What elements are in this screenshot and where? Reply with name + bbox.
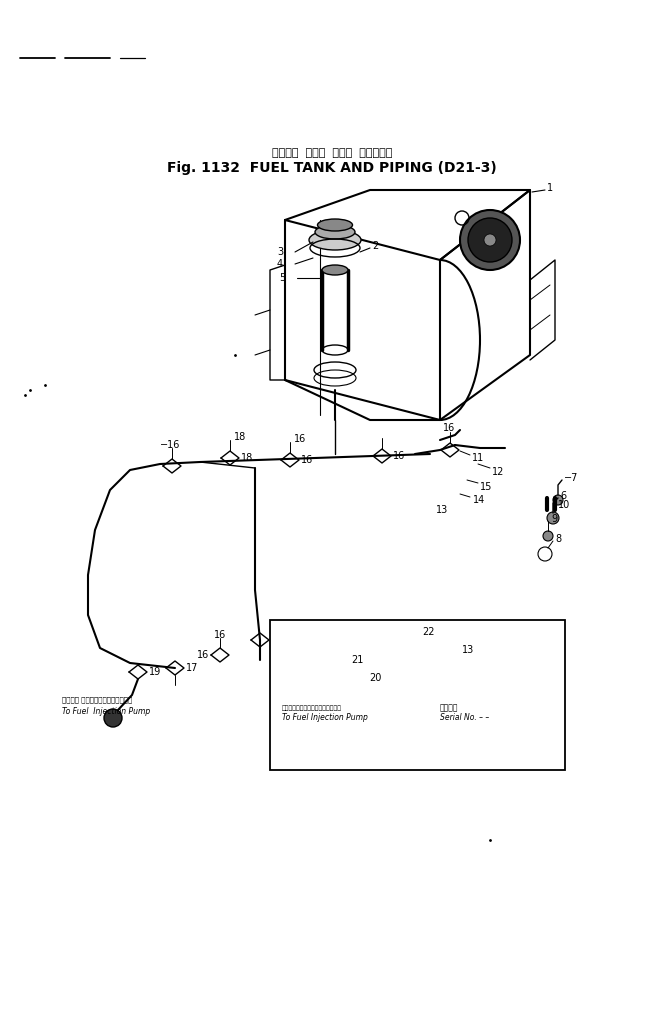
Text: 13: 13 <box>462 645 474 655</box>
Circle shape <box>104 709 122 727</box>
Text: 通用分類: 通用分類 <box>440 704 458 713</box>
Text: 21: 21 <box>351 655 363 665</box>
Text: Fig. 1132  FUEL TANK AND PIPING (D21-3): Fig. 1132 FUEL TANK AND PIPING (D21-3) <box>167 161 497 175</box>
Text: 10: 10 <box>558 500 571 510</box>
Text: 5: 5 <box>279 273 285 283</box>
Text: 9: 9 <box>551 514 557 524</box>
Text: 15: 15 <box>480 482 492 492</box>
Text: 18: 18 <box>241 453 253 463</box>
Text: To Fuel  Injection Pump: To Fuel Injection Pump <box>62 708 150 717</box>
Text: −16: −16 <box>160 440 180 450</box>
Text: 16: 16 <box>393 451 405 461</box>
Text: 18: 18 <box>271 635 283 645</box>
Text: 1: 1 <box>547 183 553 193</box>
Text: Serial No. – –: Serial No. – – <box>440 714 489 723</box>
Ellipse shape <box>309 230 361 250</box>
Text: 8: 8 <box>555 534 561 544</box>
Ellipse shape <box>315 225 355 239</box>
Text: To Fuel Injection Pump: To Fuel Injection Pump <box>282 714 368 723</box>
Text: 20: 20 <box>369 673 381 683</box>
Circle shape <box>468 218 512 262</box>
Text: 6: 6 <box>560 491 566 501</box>
Text: 16: 16 <box>301 455 313 465</box>
Text: フェエルインジェクションポンプへ: フェエルインジェクションポンプへ <box>282 705 342 711</box>
Text: フェエル インジュクションポンプへ: フェエル インジュクションポンプへ <box>62 697 132 704</box>
Bar <box>270 620 565 770</box>
Ellipse shape <box>317 219 352 231</box>
Ellipse shape <box>322 265 348 275</box>
Text: 11: 11 <box>472 453 484 463</box>
Text: 3: 3 <box>277 247 283 257</box>
Text: 4: 4 <box>277 259 283 269</box>
Circle shape <box>543 531 553 541</box>
Text: 13: 13 <box>436 505 448 515</box>
Text: 2: 2 <box>372 241 378 251</box>
Circle shape <box>553 495 563 505</box>
Text: フェエル  タンク  および  パイビング: フェエル タンク および パイビング <box>272 148 392 158</box>
Circle shape <box>460 210 520 270</box>
Text: 16: 16 <box>443 423 456 433</box>
Text: 22: 22 <box>422 627 434 637</box>
Text: −7: −7 <box>564 473 579 483</box>
Text: 12: 12 <box>492 467 504 477</box>
Circle shape <box>484 234 496 246</box>
Text: 18: 18 <box>234 432 246 442</box>
Text: 17: 17 <box>186 663 198 673</box>
Text: 19: 19 <box>149 667 161 677</box>
Text: 14: 14 <box>473 495 485 505</box>
Text: 16: 16 <box>294 434 307 444</box>
Circle shape <box>547 512 559 524</box>
Text: 16: 16 <box>197 650 209 660</box>
Text: 16: 16 <box>214 630 226 640</box>
